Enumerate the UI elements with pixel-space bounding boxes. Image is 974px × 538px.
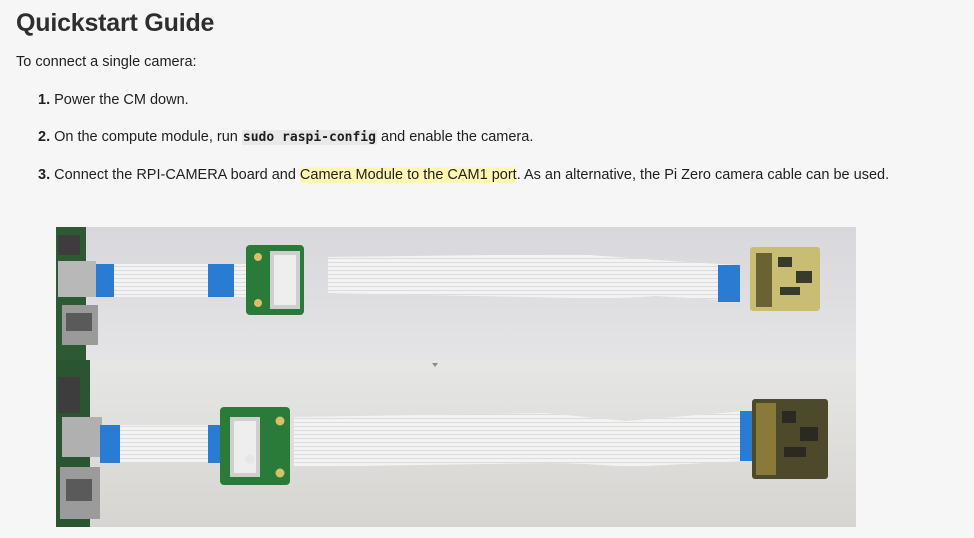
page-title: Quickstart Guide (16, 9, 215, 37)
ribbon-cable-photo-icon (56, 227, 856, 527)
ribbon-contact (100, 425, 120, 463)
marker-dot (432, 363, 438, 367)
step-2: 2. On the compute module, run sudo raspi-… (38, 129, 533, 145)
camera-board-top (750, 247, 820, 311)
ribbon-contact (208, 264, 234, 297)
step-text: and enable the camera. (381, 129, 534, 145)
step-number: 1. (38, 92, 51, 108)
camera-board-bottom (752, 399, 828, 479)
compute-module-top (56, 227, 98, 360)
highlighted-text: Camera Module to the CAM1 port (299, 167, 517, 183)
intro-text: To connect a single camera: (16, 54, 197, 70)
step-3: 3. Connect the RPI-CAMERA board and Camer… (38, 167, 889, 183)
long-ribbon-bottom (294, 411, 746, 467)
step-number: 3. (38, 167, 51, 183)
step-1: 1. Power the CM down. (38, 92, 189, 108)
step-text: Connect the RPI-CAMERA board and (54, 167, 296, 183)
step-text: Power the CM down. (54, 92, 189, 108)
ribbon-contact (96, 264, 114, 297)
step-text: On the compute module, run (54, 129, 238, 145)
command-code: sudo raspi-config (241, 130, 377, 145)
long-ribbon-top (328, 254, 736, 301)
adapter-board-top (246, 245, 304, 315)
camera-cable-photo (56, 227, 856, 527)
adapter-board-bottom (220, 407, 290, 485)
step-text: . As an alternative, the Pi Zero camera … (516, 167, 890, 183)
compute-module-bottom (56, 360, 102, 527)
ribbon-contact (718, 265, 740, 302)
step-number: 2. (38, 129, 51, 145)
